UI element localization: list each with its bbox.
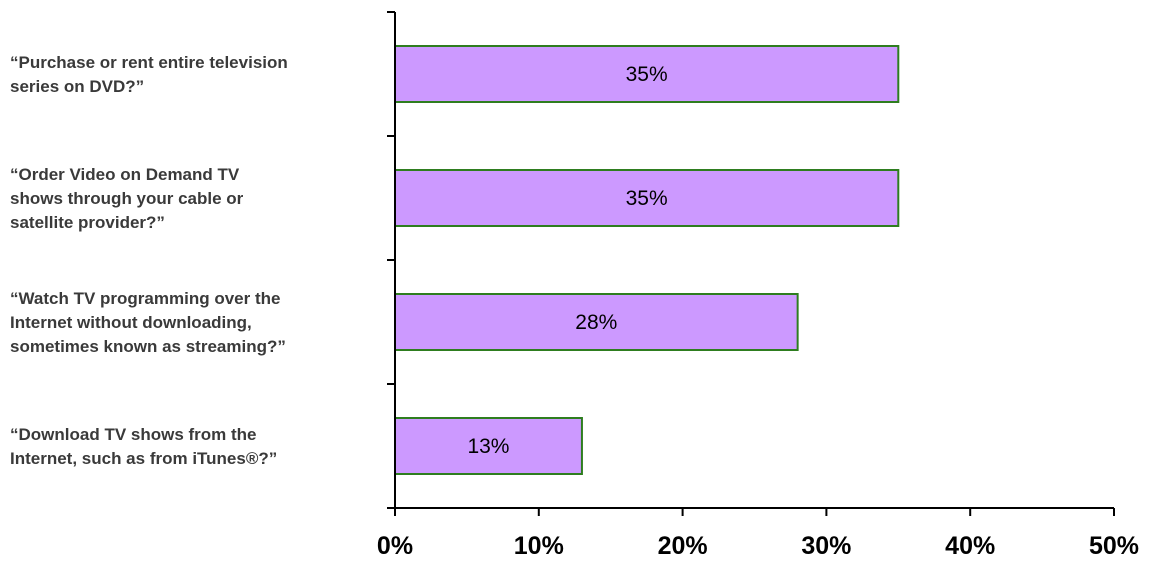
category-label-1-line-2: satellite provider?”	[10, 213, 165, 232]
category-label-2-line-0: “Watch TV programming over the	[10, 289, 280, 308]
category-label-3-line-0: “Download TV shows from the	[10, 425, 257, 444]
x-tick-label-3: 30%	[801, 532, 851, 560]
x-tick-label-5: 50%	[1089, 532, 1139, 560]
category-label-2-line-1: Internet without downloading,	[10, 313, 252, 332]
category-label-2-line-2: sometimes known as streaming?”	[10, 337, 286, 356]
bar-2	[394, 293, 799, 351]
x-tick-label-0: 0%	[377, 532, 413, 560]
data-label-0: 35%	[626, 63, 668, 86]
category-label-0-line-0: “Purchase or rent entire television	[10, 53, 288, 72]
category-label-3-line-1: Internet, such as from iTunes®?”	[10, 449, 277, 468]
data-label-2: 28%	[575, 311, 617, 334]
data-label-3: 13%	[467, 435, 509, 458]
category-label-3: “Download TV shows from the Internet, suc…	[10, 425, 277, 468]
bar-0	[394, 45, 900, 103]
category-label-1: “Order Video on Demand TV shows through y…	[10, 165, 244, 232]
data-label-1: 35%	[626, 187, 668, 210]
category-label-0: “Purchase or rent entire television serie…	[10, 53, 288, 96]
x-tick-label-1: 10%	[514, 532, 564, 560]
category-label-2: “Watch TV programming over the Internet w…	[10, 289, 286, 356]
bar-3	[394, 417, 583, 475]
category-label-0-line-1: series on DVD?”	[10, 77, 144, 96]
axes-layer	[387, 11, 1115, 516]
category-label-1-line-0: “Order Video on Demand TV	[10, 165, 240, 184]
bars-layer	[394, 45, 900, 475]
bar-1	[394, 169, 900, 227]
x-tick-label-4: 40%	[945, 532, 995, 560]
category-label-1-line-1: shows through your cable or	[10, 189, 244, 208]
labels-layer: 35% “Purchase or rent entire television se…	[10, 53, 1139, 560]
x-tick-label-2: 20%	[658, 532, 708, 560]
